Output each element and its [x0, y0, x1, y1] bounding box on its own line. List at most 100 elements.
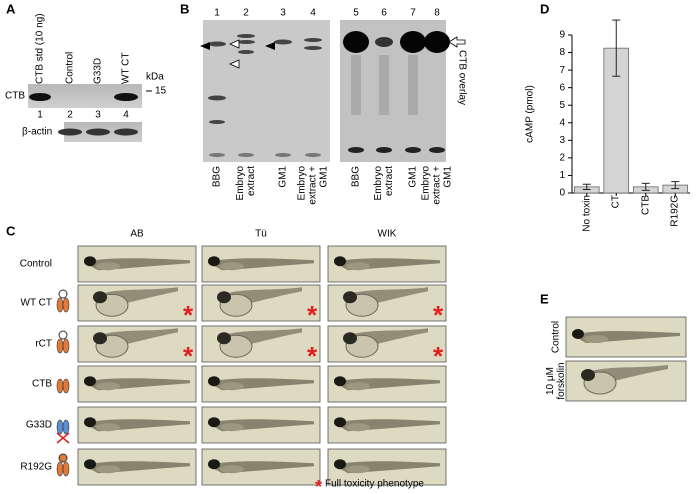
y-tick-label: 2 — [559, 153, 565, 164]
fish-head — [343, 291, 357, 304]
fish-yolk — [346, 423, 370, 432]
rotated-label: BBG — [211, 166, 223, 188]
column-header: AB — [130, 229, 144, 240]
fish-head — [208, 376, 220, 387]
toxicity-marker: * — [433, 341, 444, 371]
fish-head — [334, 376, 346, 387]
arrowhead — [265, 42, 275, 50]
rotated-label: Control — [64, 51, 76, 84]
band — [114, 128, 138, 136]
y-tick-label: 4 — [559, 117, 565, 128]
band — [429, 147, 445, 153]
rotated-label: BBG — [350, 166, 362, 188]
band — [58, 128, 82, 136]
y-tick-label: 1 — [559, 170, 565, 181]
y-tick-label: 0 — [559, 188, 565, 199]
rotated-label: No toxin — [581, 195, 593, 232]
legend-marker: * — [315, 477, 322, 494]
fish-head — [84, 256, 96, 267]
y-tick-label: 9 — [559, 30, 565, 41]
panel-label: D — [540, 1, 549, 16]
rotated-label: CT — [610, 195, 622, 209]
rotated-label: CTB std (10 ng) — [34, 13, 46, 84]
toxicity-marker: * — [183, 341, 194, 371]
arrowhead — [200, 42, 210, 50]
y-tick-label: 7 — [559, 65, 565, 76]
lane-number: 3 — [280, 8, 286, 19]
fish-yolk — [220, 262, 244, 271]
column-header: Tü — [255, 229, 267, 240]
toxin-b-subunit — [56, 338, 64, 354]
lane-number: 4 — [123, 110, 129, 121]
rotated-label: GM1 — [407, 166, 419, 188]
toxin-a-subunit — [58, 453, 68, 463]
smear — [379, 55, 389, 115]
band — [305, 153, 321, 157]
band — [208, 95, 226, 101]
fish-head — [208, 256, 220, 267]
band — [29, 93, 51, 101]
toxin-b-subunit — [62, 297, 70, 313]
rotated-label: 10 μM forskolin — [545, 362, 567, 400]
toxin-b-subunit — [56, 378, 64, 394]
unit-label: kDa — [146, 72, 164, 83]
panel-label: A — [6, 1, 16, 16]
lane-number: 3 — [95, 110, 101, 121]
marker-label: 15 — [155, 86, 167, 97]
band — [275, 153, 291, 157]
lane-number: 1 — [214, 8, 220, 19]
rotated-label: R192G — [669, 195, 681, 227]
fish-head — [84, 376, 96, 387]
fish-yolk — [220, 382, 244, 391]
band — [237, 34, 255, 38]
arrow — [448, 36, 466, 48]
row-label: WT CT — [21, 298, 52, 309]
fish-head — [581, 369, 595, 381]
toxin-a-subunit — [58, 289, 68, 299]
fish-head — [217, 291, 231, 304]
rotated-label: CTB overlay — [456, 50, 468, 106]
y-tick-label: 5 — [559, 100, 565, 111]
row-label: CTB — [32, 379, 52, 390]
fish-yolk — [346, 262, 370, 271]
rotated-label: Control — [550, 320, 562, 354]
smear — [408, 55, 418, 115]
fish-head — [84, 417, 96, 428]
toxin-b-subunit — [62, 461, 70, 477]
fish-yolk — [346, 465, 370, 474]
row-label: CTB — [5, 91, 25, 102]
lane-number: 1 — [37, 110, 43, 121]
fish-head — [334, 417, 346, 428]
rotated-label: G33D — [92, 57, 104, 84]
panel-label: E — [540, 291, 549, 306]
arrowhead — [229, 39, 240, 49]
toxin-b-subunit — [56, 297, 64, 313]
panel-label: C — [6, 223, 16, 238]
rotated-label: CTB — [640, 195, 652, 215]
lane-number: 5 — [353, 8, 359, 19]
legend-text: Full toxicity phenotype — [325, 479, 424, 490]
column-header: WIK — [378, 229, 397, 240]
row-label: R192G — [20, 462, 52, 473]
toxin-b-subunit — [62, 419, 70, 435]
toxicity-marker: * — [433, 300, 444, 330]
toxicity-marker: * — [307, 300, 318, 330]
fish-yolk — [96, 465, 120, 474]
arrowhead — [229, 59, 240, 69]
band — [405, 147, 421, 153]
band — [304, 38, 322, 42]
rotated-label: cAMP (pmol) — [524, 85, 536, 143]
lane-number: 4 — [310, 8, 316, 19]
band — [209, 153, 225, 157]
lane-number: 8 — [434, 8, 440, 19]
band — [237, 40, 255, 44]
rotated-label: Embryo extract — [373, 166, 395, 201]
lane-number: 2 — [243, 8, 249, 19]
band — [274, 39, 292, 45]
panel-label: B — [180, 1, 189, 16]
band — [343, 31, 369, 53]
lane-number: 2 — [67, 110, 73, 121]
fish-yolk — [96, 262, 120, 271]
rotated-label: GM1 — [277, 166, 289, 188]
